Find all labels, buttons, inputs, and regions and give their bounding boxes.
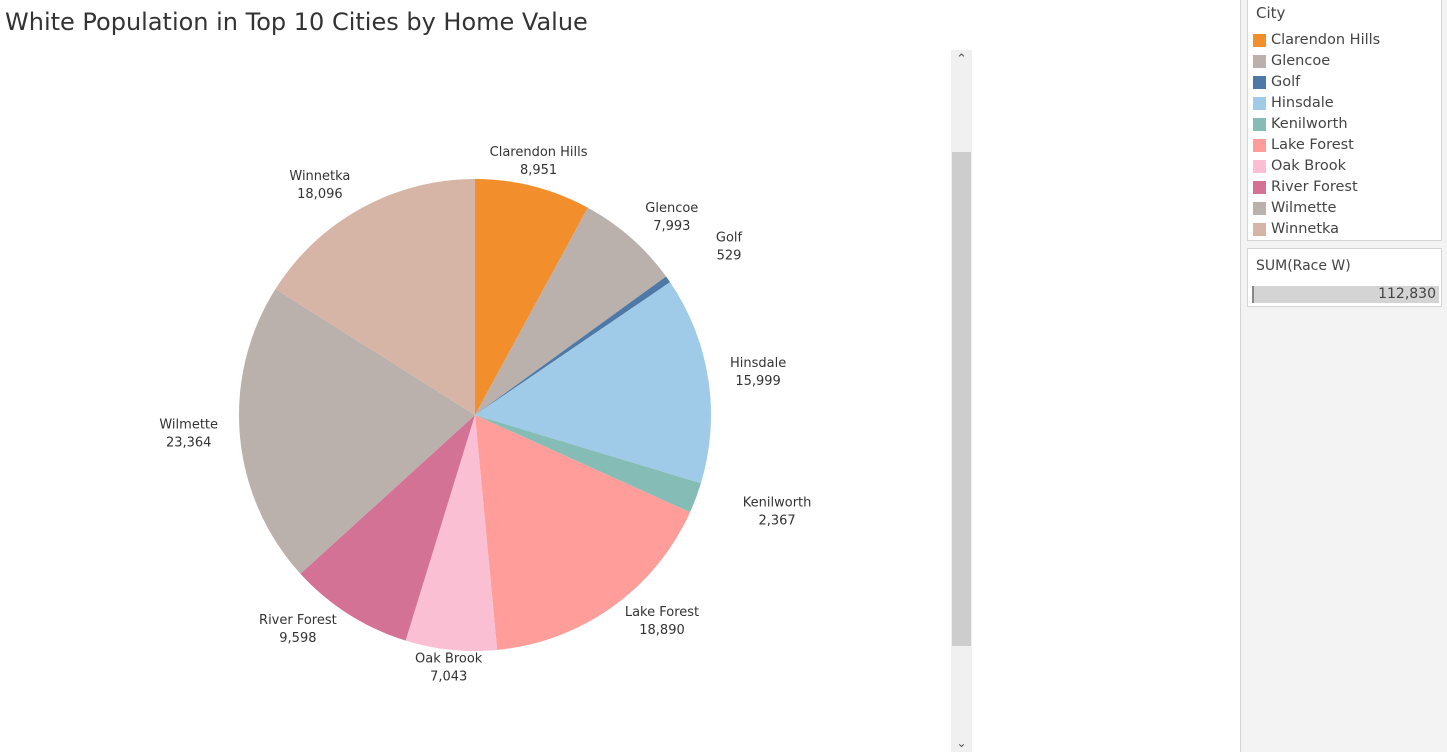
slice-label: Hinsdale 15,999 (730, 356, 786, 389)
pie-slice[interactable] (475, 282, 712, 484)
vertical-scrollbar[interactable]: ⌃ ⌄ (951, 50, 972, 752)
legend-item[interactable]: Kenilworth (1248, 115, 1441, 136)
legend-label: Golf (1271, 74, 1301, 90)
legend-swatch (1253, 223, 1266, 236)
legend-item[interactable]: Oak Brook (1248, 157, 1441, 178)
pie-slice[interactable] (405, 415, 498, 652)
slice-label: Oak Brook 7,043 (415, 652, 483, 685)
size-legend-title: SUM(Race W) (1256, 258, 1351, 274)
slice-value-label: 15,999 (735, 374, 781, 389)
pie-slice[interactable] (475, 276, 671, 415)
pie-chart[interactable]: Clarendon Hills 8,951 Glencoe 7,993 Golf 529 H… (0, 45, 940, 752)
slice-value-label: 7,993 (653, 219, 690, 234)
pie-slice[interactable] (475, 415, 691, 650)
legend-label: Kenilworth (1271, 116, 1348, 132)
slice-label: Wilmette 23,364 (159, 418, 218, 451)
size-legend: SUM(Race W) 112,830 (1247, 248, 1442, 307)
legend-swatch (1253, 202, 1266, 215)
legend-swatch (1253, 118, 1266, 131)
slice-category-label: Golf (716, 231, 743, 246)
slice-value-label: 529 (717, 249, 742, 264)
legend-label: River Forest (1271, 179, 1358, 195)
slice-value-label: 8,951 (520, 163, 557, 178)
pie-slice[interactable] (300, 415, 475, 641)
legend-label: Glencoe (1271, 53, 1331, 69)
legend-item[interactable]: Lake Forest (1248, 136, 1441, 157)
slice-label: Lake Forest 18,890 (625, 605, 699, 638)
slice-category-label: Kenilworth (743, 496, 812, 511)
slice-label: Kenilworth 2,367 (743, 496, 812, 529)
slice-category-label: Clarendon Hills (490, 145, 588, 160)
pie-slice[interactable] (238, 289, 475, 574)
slice-label: Golf 529 (716, 231, 743, 264)
pie-labels: Clarendon Hills 8,951 Glencoe 7,993 Golf 529 H… (159, 145, 811, 685)
pie-slice[interactable] (475, 415, 701, 513)
legend-label: Lake Forest (1271, 137, 1354, 153)
slice-category-label: Winnetka (289, 169, 350, 184)
slice-value-label: 9,598 (279, 631, 316, 646)
legend-swatch (1253, 181, 1266, 194)
slice-category-label: Hinsdale (730, 356, 786, 371)
side-panel: City Clarendon Hills Glencoe Golf Hinsdale K… (1240, 0, 1447, 752)
legend-swatch (1253, 55, 1266, 68)
slice-value-label: 2,367 (758, 514, 795, 529)
color-legend: City Clarendon Hills Glencoe Golf Hinsdale K… (1247, 0, 1442, 241)
legend-list: Clarendon Hills Glencoe Golf Hinsdale Kenilw… (1248, 31, 1441, 241)
slice-category-label: Wilmette (159, 418, 218, 433)
slice-label: Clarendon Hills 8,951 (490, 145, 588, 178)
slice-label: Glencoe 7,993 (645, 201, 698, 234)
slice-label: Winnetka 18,096 (289, 169, 350, 202)
legend-label: Oak Brook (1271, 158, 1347, 174)
chevron-up-icon[interactable]: ⌃ (956, 52, 967, 67)
slice-category-label: Oak Brook (415, 652, 483, 667)
chart-title: White Population in Top 10 Cities by Hom… (5, 8, 588, 36)
chevron-down-icon[interactable]: ⌄ (956, 738, 967, 750)
legend-label: Hinsdale (1271, 95, 1334, 111)
legend-item[interactable]: Hinsdale (1248, 94, 1441, 115)
legend-swatch (1253, 139, 1266, 152)
legend-item[interactable]: Glencoe (1248, 52, 1441, 73)
legend-swatch (1253, 76, 1266, 89)
legend-item[interactable]: Winnetka (1248, 220, 1441, 241)
slice-category-label: Lake Forest (625, 605, 699, 620)
legend-label: Winnetka (1271, 221, 1340, 237)
pie-slice[interactable] (275, 179, 475, 415)
slice-value-label: 7,043 (430, 670, 467, 685)
size-legend-bar[interactable]: 112,830 (1252, 286, 1439, 303)
slice-value-label: 23,364 (166, 436, 212, 451)
legend-swatch (1253, 160, 1266, 173)
pie-slices[interactable] (238, 179, 712, 652)
legend-item[interactable]: Golf (1248, 73, 1441, 94)
legend-label: Wilmette (1271, 200, 1337, 216)
legend-item[interactable]: Clarendon Hills (1248, 31, 1441, 52)
legend-item[interactable]: River Forest (1248, 178, 1441, 199)
legend-swatch (1253, 34, 1266, 47)
pie-slice[interactable] (475, 179, 588, 415)
slice-category-label: Glencoe (645, 201, 698, 216)
pie-slice[interactable] (475, 207, 667, 415)
slice-label: River Forest 9,598 (259, 613, 337, 646)
legend-swatch (1253, 97, 1266, 110)
size-legend-value: 112,830 (1378, 286, 1436, 302)
legend-item[interactable]: Wilmette (1248, 199, 1441, 220)
slice-value-label: 18,096 (297, 187, 343, 202)
legend-title: City (1256, 4, 1286, 22)
scrollbar-thumb[interactable] (952, 152, 971, 646)
legend-label: Clarendon Hills (1271, 32, 1381, 48)
slice-category-label: River Forest (259, 613, 337, 628)
slice-value-label: 18,890 (639, 623, 685, 638)
